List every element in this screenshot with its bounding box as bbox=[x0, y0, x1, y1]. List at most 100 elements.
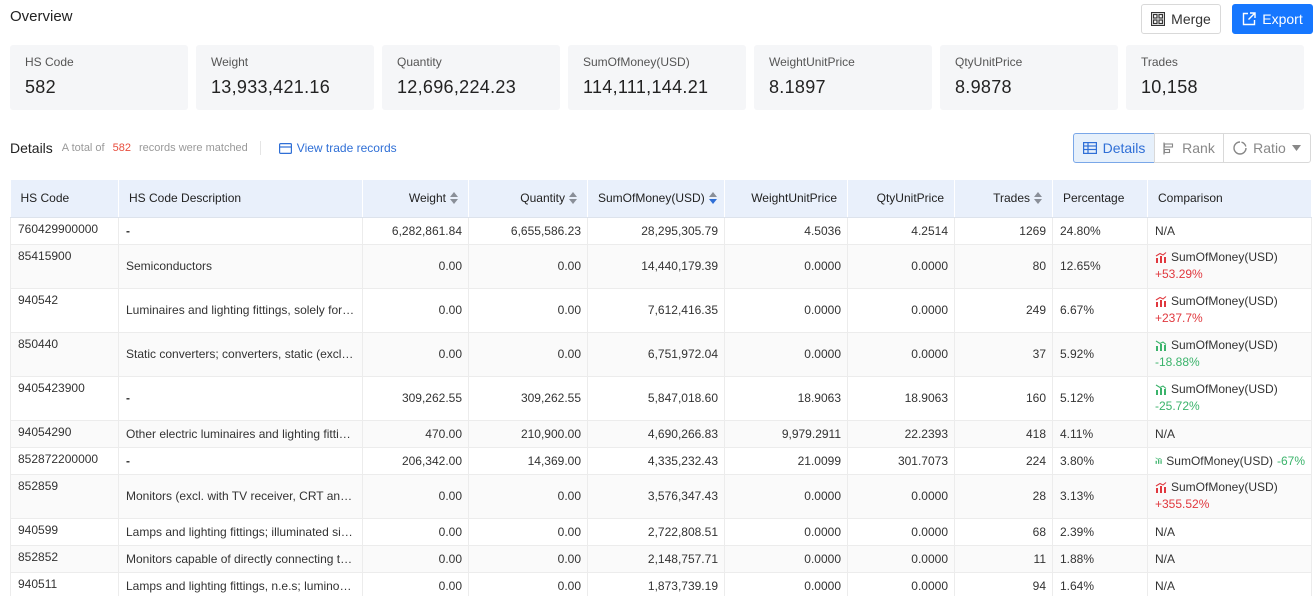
hs-code-cell[interactable]: 850440 bbox=[10, 332, 119, 377]
qty-unit-price-cell: 0.0000 bbox=[847, 545, 955, 573]
weight-unit-price-cell: 4.5036 bbox=[724, 217, 848, 245]
percentage-cell: 1.64% bbox=[1052, 572, 1148, 596]
trend-down-icon bbox=[1155, 340, 1167, 351]
percentage-cell: 5.12% bbox=[1052, 376, 1148, 421]
comparison-change: +237.7% bbox=[1155, 311, 1203, 325]
stat-value: 8.9878 bbox=[955, 77, 1012, 97]
trades-cell: 68 bbox=[954, 518, 1053, 546]
percentage-cell: 2.39% bbox=[1052, 518, 1148, 546]
col-label: HS Code Description bbox=[129, 191, 242, 206]
hs-code-cell[interactable]: 940511 bbox=[10, 572, 119, 596]
col-comparison: Comparison bbox=[1147, 180, 1312, 218]
weight-unit-price-cell: 0.0000 bbox=[724, 288, 848, 333]
sort-icon[interactable] bbox=[569, 192, 577, 205]
col-weight[interactable]: Weight bbox=[362, 180, 469, 218]
qty-unit-price-cell: 4.2514 bbox=[847, 217, 955, 245]
sum-cell: 1,873,739.19 bbox=[587, 572, 725, 596]
weight-cell: 0.00 bbox=[362, 572, 469, 596]
merge-button[interactable]: Merge bbox=[1141, 4, 1221, 34]
trades-cell: 418 bbox=[954, 420, 1053, 448]
stat-card-qty-unit-price: QtyUnitPrice 8.9878 bbox=[940, 45, 1118, 110]
ratio-icon bbox=[1233, 141, 1247, 155]
weight-unit-price-cell: 0.0000 bbox=[724, 332, 848, 377]
table-row[interactable]: 850440 Static converters; converters, sta… bbox=[10, 332, 1312, 377]
comparison-na: N/A bbox=[1155, 551, 1176, 566]
weight-cell: 309,262.55 bbox=[362, 376, 469, 421]
qty-unit-price-cell: 22.2393 bbox=[847, 420, 955, 448]
stat-card-weight: Weight 13,933,421.16 bbox=[196, 45, 374, 110]
divider bbox=[259, 141, 261, 155]
percentage-cell: 6.67% bbox=[1052, 288, 1148, 333]
tab-rank-label: Rank bbox=[1182, 140, 1215, 156]
hs-code-cell[interactable]: 940599 bbox=[10, 518, 119, 546]
quantity-cell: 0.00 bbox=[468, 288, 588, 333]
col-quantity[interactable]: Quantity bbox=[468, 180, 588, 218]
comparison-change: -67% bbox=[1276, 453, 1305, 468]
sum-cell: 6,751,972.04 bbox=[587, 332, 725, 377]
trend-down-icon bbox=[1155, 384, 1167, 395]
trades-cell: 28 bbox=[954, 474, 1053, 519]
hs-desc-cell: Lamps and lighting fittings; illuminated… bbox=[118, 518, 363, 546]
hs-code-cell[interactable]: 94054290 bbox=[10, 420, 119, 448]
sort-icon[interactable] bbox=[708, 192, 717, 205]
weight-unit-price-cell: 0.0000 bbox=[724, 244, 848, 289]
table-row[interactable]: 940511 Lamps and lighting fittings, n.e.s… bbox=[10, 572, 1312, 596]
hs-desc-cell: Semiconductors bbox=[118, 244, 363, 289]
export-button[interactable]: Export bbox=[1232, 4, 1313, 34]
hs-desc-cell: - bbox=[118, 376, 363, 421]
card-icon bbox=[278, 142, 292, 154]
qty-unit-price-cell: 0.0000 bbox=[847, 518, 955, 546]
sort-icon[interactable] bbox=[450, 192, 458, 205]
table-row[interactable]: 852872200000-206,342.00 14,369.00 4,335,23… bbox=[10, 447, 1312, 475]
stat-value: 114,111,144.21 bbox=[583, 77, 709, 97]
qty-unit-price-cell: 0.0000 bbox=[847, 474, 955, 519]
qty-unit-price-cell: 18.9063 bbox=[847, 376, 955, 421]
tab-ratio[interactable]: Ratio bbox=[1223, 133, 1311, 163]
table-row[interactable]: 94054290 Other electric luminaires and li… bbox=[10, 420, 1312, 448]
col-trades[interactable]: Trades bbox=[954, 180, 1053, 218]
trades-cell: 11 bbox=[954, 545, 1053, 573]
trades-cell: 37 bbox=[954, 332, 1053, 377]
hs-desc-cell: - bbox=[118, 447, 363, 475]
quantity-cell: 309,262.55 bbox=[468, 376, 588, 421]
quantity-cell: 0.00 bbox=[468, 518, 588, 546]
comparison-change: +355.52% bbox=[1155, 497, 1210, 511]
table-row[interactable]: 85415900 Semiconductors 0.00 0.00 14,440,179… bbox=[10, 244, 1312, 289]
export-icon bbox=[1243, 12, 1256, 26]
table-icon bbox=[1082, 142, 1097, 154]
percentage-cell: 1.88% bbox=[1052, 545, 1148, 573]
percentage-cell: 12.65% bbox=[1052, 244, 1148, 289]
hs-code-cell[interactable]: 940542 bbox=[10, 288, 119, 333]
table-row[interactable]: 852859 Monitors (excl. with TV receiver, … bbox=[10, 474, 1312, 519]
hs-code-cell[interactable]: 9405423900 bbox=[10, 376, 119, 421]
table-row[interactable]: 940542 Luminaires and lighting fittings, … bbox=[10, 288, 1312, 333]
hs-code-cell[interactable]: 85415900 bbox=[10, 244, 119, 289]
view-trade-records-link[interactable]: View trade records bbox=[278, 141, 397, 155]
percentage-cell: 3.13% bbox=[1052, 474, 1148, 519]
comparison-na: N/A bbox=[1155, 426, 1176, 441]
hs-code-cell[interactable]: 852852 bbox=[10, 545, 119, 573]
stat-card-quantity: Quantity 12,696,224.23 bbox=[382, 45, 560, 110]
weight-unit-price-cell: 0.0000 bbox=[724, 474, 848, 519]
hs-code-cell[interactable]: 760429900000 bbox=[10, 217, 119, 245]
hs-desc-cell: Lamps and lighting fittings, n.e.s; lumi… bbox=[118, 572, 363, 596]
col-label: SumOfMoney(USD) bbox=[598, 191, 705, 206]
weight-cell: 0.00 bbox=[362, 545, 469, 573]
hs-desc-cell: - bbox=[118, 217, 363, 245]
comparison-na: N/A bbox=[1155, 578, 1176, 593]
qty-unit-price-cell: 301.7073 bbox=[847, 447, 955, 475]
table-row[interactable]: 9405423900-309,262.55 309,262.55 5,847,018… bbox=[10, 376, 1312, 421]
comparison-cell: N/A bbox=[1147, 217, 1312, 245]
table-row[interactable]: 760429900000-6,282,861.84 6,655,586.23 28,… bbox=[10, 217, 1312, 245]
stat-label: Weight bbox=[211, 55, 249, 69]
tab-details[interactable]: Details bbox=[1073, 133, 1155, 163]
table-row[interactable]: 852852 Monitors capable of directly conne… bbox=[10, 545, 1312, 573]
col-sum-of-money[interactable]: SumOfMoney(USD) bbox=[587, 180, 725, 218]
tab-rank[interactable]: Rank bbox=[1154, 133, 1224, 163]
hs-code-cell[interactable]: 852872200000 bbox=[10, 447, 119, 475]
table-row[interactable]: 940599 Lamps and lighting fittings; illum… bbox=[10, 518, 1312, 546]
sort-icon[interactable] bbox=[1034, 192, 1042, 205]
hs-code-cell[interactable]: 852859 bbox=[10, 474, 119, 519]
col-hs-desc: HS Code Description bbox=[118, 180, 363, 218]
rank-icon bbox=[1163, 142, 1174, 154]
